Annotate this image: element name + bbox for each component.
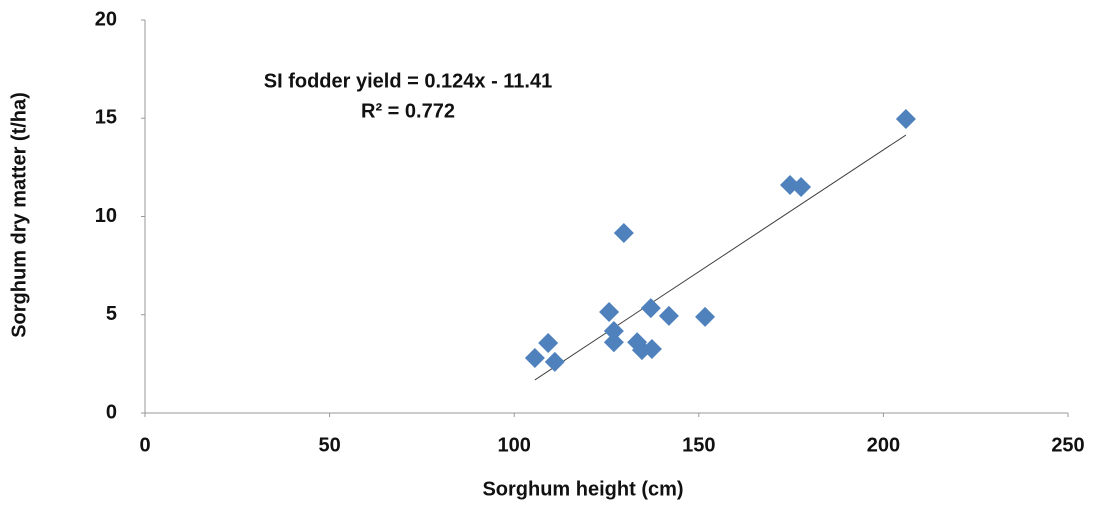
- x-tick-label: 150: [682, 434, 715, 456]
- data-point: [613, 223, 634, 244]
- trendline: [534, 134, 907, 381]
- x-tick-label: 100: [498, 434, 531, 456]
- data-point: [603, 332, 624, 353]
- trendline-r2: R² = 0.772: [361, 100, 455, 122]
- x-tick-label: 50: [318, 434, 340, 456]
- x-axis-title: Sorghum height (cm): [482, 478, 683, 500]
- y-tick-label: 20: [95, 8, 117, 30]
- data-point: [641, 338, 662, 359]
- y-tick-label: 15: [95, 107, 117, 129]
- data-point: [791, 177, 812, 198]
- data-point: [895, 109, 916, 130]
- data-point: [658, 305, 679, 326]
- x-tick-label: 250: [1051, 434, 1084, 456]
- data-point: [599, 301, 620, 322]
- data-point: [695, 306, 716, 327]
- y-tick-label: 10: [95, 205, 117, 227]
- x-tick-label: 200: [867, 434, 900, 456]
- data-point: [538, 333, 559, 354]
- y-tick-label: 0: [106, 401, 117, 423]
- data-point: [640, 298, 661, 319]
- x-tick-label: 0: [139, 434, 150, 456]
- y-axis-title: Sorghum dry matter (t/ha): [8, 92, 30, 338]
- y-tick-label: 5: [106, 303, 117, 325]
- trendline-equation: SI fodder yield = 0.124x - 11.41: [264, 70, 553, 92]
- data-point: [603, 321, 624, 342]
- data-point: [544, 351, 565, 372]
- data-point: [524, 347, 545, 368]
